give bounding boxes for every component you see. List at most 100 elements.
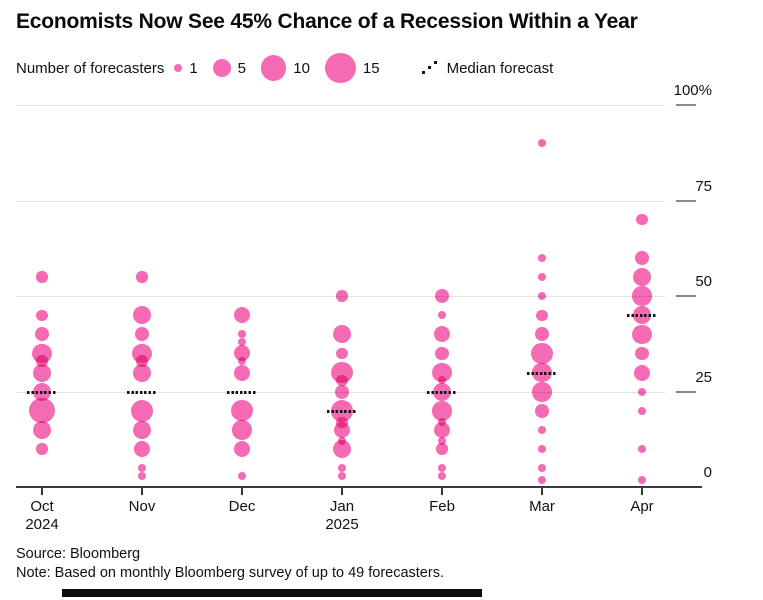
bubble-feb-2025-40pct: [434, 326, 450, 343]
bubble-oct-2024-55pct: [36, 271, 48, 283]
y-axis-tick-50: [676, 295, 696, 298]
median-line-apr-2025: [627, 314, 657, 318]
legend-bubble-1: [174, 64, 183, 72]
median-line-dec-2024: [227, 390, 257, 394]
bubble-oct-2024-33pct: [36, 355, 48, 367]
bubble-mar-2025-5pct: [538, 464, 546, 473]
bubble-mar-2025-40pct: [535, 327, 549, 342]
bubble-apr-2025-30pct: [634, 364, 650, 381]
bubble-feb-2025-45pct: [438, 311, 446, 320]
bubble-nov-2024-3pct: [138, 471, 146, 480]
bubble-oct-2024-30pct: [33, 363, 51, 382]
bubble-apr-2025-2pct: [638, 475, 646, 484]
bubble-dec-2024-10pct: [234, 441, 250, 458]
x-axis-tick-mar: [541, 488, 543, 495]
bubble-jan-2025-25pct: [335, 384, 349, 399]
bubble-jan-2025-5pct: [338, 464, 346, 473]
bubble-oct-2024-15pct: [33, 421, 51, 439]
x-axis-tick-oct: [41, 488, 43, 495]
legend-bubble-10: [260, 55, 287, 81]
bubble-dec-2024-20pct: [231, 400, 253, 422]
bubble-mar-2025-25pct: [532, 381, 552, 402]
bubble-mar-2025-15pct: [538, 425, 546, 434]
legend-size-label-15: 15: [362, 59, 380, 77]
bottom-bar: [62, 589, 482, 597]
y-axis-tick-100: [676, 104, 696, 106]
bubble-jan-2025-50pct: [336, 290, 348, 302]
gridline-100: [16, 105, 665, 106]
bubble-nov-2024-5pct: [138, 464, 146, 473]
x-axis-label-apr: Apr: [630, 498, 654, 515]
bubble-nov-2024-30pct: [133, 363, 151, 382]
bubble-feb-2025-10pct: [436, 443, 448, 455]
bubble-oct-2024-45pct: [36, 309, 48, 321]
bubble-dec-2024-3pct: [238, 471, 246, 480]
bubble-jan-2025-35pct: [336, 347, 348, 360]
x-axis-year-2024: 2024: [25, 516, 59, 533]
legend-median-label: Median forecast: [446, 59, 554, 77]
legend-size-scale: 1 5 10 15: [174, 52, 394, 84]
x-axis-label-dec: Dec: [228, 498, 256, 515]
legend: Number of forecasters 1 5 10 15 Median fore…: [16, 52, 554, 84]
x-axis-label-nov: Nov: [128, 498, 156, 515]
y-axis-label-75: 75: [695, 177, 712, 195]
bubble-apr-2025-70pct: [636, 214, 648, 226]
x-axis-tick-nov: [141, 488, 143, 495]
x-axis-label-oct: Oct 2024: [0, 498, 87, 534]
median-line-oct-2024: [27, 390, 57, 394]
legend-label: Number of forecasters: [16, 59, 165, 77]
bubble-mar-2025-10pct: [538, 445, 546, 454]
y-axis-tick-75: [676, 199, 696, 202]
bubble-dec-2024-40pct: [238, 330, 246, 339]
gridline-75: [16, 200, 665, 202]
bubble-apr-2025-40pct: [632, 324, 652, 345]
bubble-dec-2024-45pct: [234, 307, 250, 324]
bubble-apr-2025-55pct: [633, 268, 651, 286]
y-axis-label-0: 0: [703, 464, 712, 482]
x-axis-year-2025: 2025: [325, 516, 359, 533]
median-forecast-icon: [421, 60, 441, 76]
x-axis-line: [16, 486, 702, 488]
x-axis-tick-jan: [341, 488, 343, 495]
bubble-mar-2025-2pct: [538, 475, 546, 484]
x-axis-tick-feb: [441, 488, 443, 495]
bubble-mar-2025-90pct: [538, 139, 546, 148]
bubble-dec-2024-30pct: [234, 364, 250, 381]
y-axis-tick-25: [676, 390, 696, 393]
bubble-dec-2024-38pct: [238, 338, 246, 347]
bubble-jan-2025-10pct: [333, 440, 351, 458]
x-axis-tick-dec: [241, 488, 243, 495]
x-axis-label-jan: Jan 2025: [297, 498, 387, 534]
median-line-mar-2025: [527, 371, 557, 375]
footer-note: Note: Based on monthly Bloomberg survey …: [16, 565, 444, 581]
bubble-oct-2024-40pct: [35, 327, 49, 342]
bubble-nov-2024-45pct: [133, 306, 151, 325]
bubble-feb-2025-28pct: [438, 376, 446, 385]
bubble-dec-2024-33pct: [238, 357, 246, 366]
bubble-apr-2025-20pct: [638, 406, 646, 415]
bubble-nov-2024-20pct: [130, 399, 154, 423]
bubble-apr-2025-25pct: [638, 387, 646, 396]
legend-size-label-10: 10: [293, 59, 310, 77]
bubble-mar-2025-35pct: [531, 342, 553, 365]
median-line-nov-2024: [127, 390, 157, 394]
bubble-apr-2025-50pct: [632, 286, 652, 306]
bubble-nov-2024-40pct: [135, 327, 149, 342]
bubble-feb-2025-50pct: [435, 289, 449, 304]
bubble-dec-2024-15pct: [232, 420, 252, 440]
bubble-nov-2024-10pct: [134, 441, 150, 458]
median-line-jan-2025: [327, 409, 357, 413]
median-line-feb-2025: [427, 390, 457, 394]
bubble-oct-2024-20pct: [29, 398, 55, 424]
bubble-nov-2024-33pct: [136, 355, 148, 367]
x-axis-tick-apr: [641, 488, 643, 495]
y-axis-label-50: 50: [695, 273, 712, 291]
bubble-feb-2025-20pct: [432, 401, 452, 421]
bubble-apr-2025-10pct: [638, 445, 646, 454]
bubble-nov-2024-55pct: [136, 271, 148, 283]
bubble-jan-2025-28pct: [336, 374, 348, 386]
bubble-feb-2025-5pct: [438, 464, 446, 473]
bubble-feb-2025-3pct: [438, 471, 446, 480]
bubble-apr-2025-60pct: [635, 250, 649, 265]
